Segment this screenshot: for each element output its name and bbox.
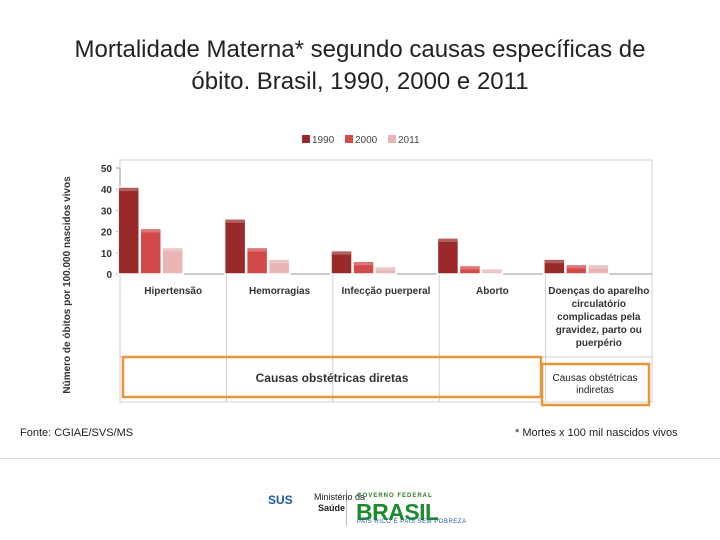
bar — [352, 260, 375, 275]
bar — [117, 186, 140, 275]
category-label: complicadas pela — [557, 312, 641, 323]
bar-highlight — [225, 219, 245, 223]
bar-highlight — [354, 262, 374, 266]
ministerio-line-2: Saúde — [318, 503, 346, 513]
governo-federal-text: GOVERNO FEDERAL — [357, 493, 433, 499]
title-line-1: Mortalidade Materna* segundo causas espe… — [74, 36, 646, 63]
logo-divider — [346, 490, 347, 526]
indirect-causes-label: indiretas — [576, 385, 614, 396]
bar — [565, 263, 588, 275]
bar — [458, 264, 482, 275]
bar-highlight — [163, 248, 183, 252]
y-tick-label: 40 — [101, 185, 113, 196]
category-label: gravidez, parto ou — [556, 325, 642, 336]
bar — [267, 258, 291, 275]
bar — [223, 218, 247, 275]
sus-logo: SUS — [268, 493, 293, 507]
category-label: Infecção puerperal — [342, 286, 431, 297]
maternal-mortality-chart: 0 10 20 30 40 50 Número de óbitos por 100.000 … — [62, 135, 653, 407]
bar-highlight — [566, 265, 586, 269]
category-label: Doenças do aparelho — [548, 286, 649, 297]
bar — [374, 265, 397, 275]
bar — [436, 237, 460, 275]
category-label: puerpério — [576, 338, 622, 349]
category-label: circulatório — [572, 299, 626, 310]
y-tick-label: 10 — [101, 249, 113, 260]
legend-label: 2000 — [355, 135, 378, 146]
brasil-logo: BRASIL — [356, 499, 439, 525]
y-tick-label: 30 — [101, 206, 113, 217]
bar — [543, 258, 566, 275]
legend-swatch — [302, 135, 310, 143]
ministerio-saude-logo: Ministério da Saúde — [314, 492, 365, 514]
title-line-2: óbito. Brasil, 1990, 2000 e 2011 — [191, 68, 529, 95]
bar-highlight — [332, 251, 352, 255]
bar-highlight — [438, 238, 458, 242]
bar-highlight — [376, 267, 396, 271]
bar-highlight — [119, 188, 139, 192]
chart-frame — [119, 159, 653, 403]
indirect-causes-box — [540, 362, 651, 407]
bar — [139, 227, 162, 275]
legend-swatch — [388, 135, 396, 143]
legend-label: 1990 — [312, 135, 335, 146]
category-label: Hipertensão — [144, 286, 202, 297]
indirect-causes-label: Causas obstétricas — [552, 373, 637, 384]
direct-causes-label: Causas obstétricas diretas — [256, 371, 409, 385]
footer-note: * Mortes x 100 mil nascidos vivos — [515, 427, 678, 439]
bar — [480, 267, 504, 275]
brasil-motto: PAÍS RICO É PAÍS SEM POBREZA — [357, 519, 467, 525]
bar-highlight — [544, 260, 564, 264]
page-title: Mortalidade Materna* segundo causas espe… — [0, 34, 720, 98]
bar-highlight — [588, 265, 608, 269]
bar-highlight — [141, 229, 161, 233]
bar — [330, 249, 353, 275]
footer-source: Fonte: CGIAE/SVS/MS — [20, 427, 134, 439]
category-label: Hemorragias — [249, 286, 311, 297]
category-label: Aborto — [476, 286, 509, 297]
bar — [587, 263, 610, 275]
bar — [245, 246, 269, 275]
y-tick-label: 0 — [106, 270, 112, 281]
bar — [161, 246, 184, 275]
bar-highlight — [269, 260, 289, 264]
y-tick-label: 50 — [101, 164, 113, 175]
legend-label: 2011 — [398, 135, 420, 146]
bar-highlight — [460, 266, 480, 270]
ministerio-line-1: Ministério da — [314, 492, 366, 502]
footer-divider — [0, 458, 720, 459]
y-axis-label: Número de óbitos por 100.000 nascidos vi… — [62, 176, 73, 394]
legend-swatch — [345, 135, 353, 143]
bar-highlight — [482, 269, 502, 273]
y-tick-label: 20 — [101, 228, 113, 239]
bar-highlight — [247, 248, 267, 252]
